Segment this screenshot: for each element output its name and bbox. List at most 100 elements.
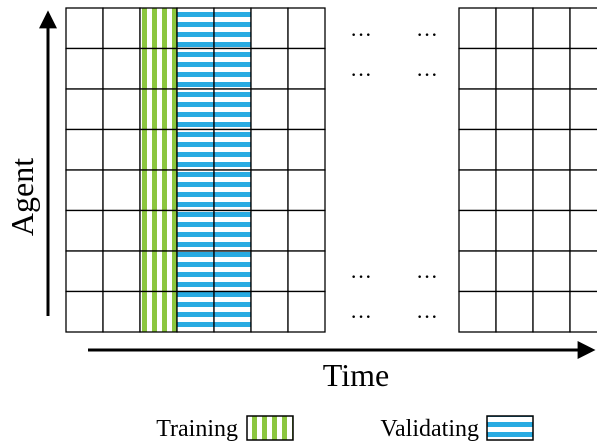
grid-cell [102,250,141,293]
grid-cell [176,250,215,293]
grid-cell [139,290,178,333]
grid-cell [250,209,289,252]
grid-cell [139,88,178,131]
legend: Training Validating [156,415,534,442]
grid-cell [495,47,534,90]
grid-cell [250,169,289,212]
grid-cell [65,88,104,131]
grid-cell [65,209,104,252]
right-grid-block [458,7,597,333]
grid-cell [569,7,597,50]
grid-cell [139,209,178,252]
grid-cell [213,7,252,50]
grid-cell [65,47,104,90]
legend-validating-label: Validating [380,416,479,442]
grid-cell [458,128,497,171]
ellipsis-mark: ··· [416,304,438,329]
ellipsis-mark: ··· [350,62,372,87]
grid-cell [102,290,141,333]
grid-cell [287,209,326,252]
grid-cell [213,290,252,333]
grid-cell [532,47,571,90]
grid-cell [250,290,289,333]
legend-training-label: Training [156,416,238,442]
grid-cell [102,88,141,131]
ellipsis-mark: ··· [350,264,372,289]
grid-cell [532,128,571,171]
grid-cell [176,209,215,252]
grid-cell [102,169,141,212]
time-axis-label: Time [323,357,389,393]
grid-cell [495,128,534,171]
grid-cell [176,88,215,131]
grid-cell [495,7,534,50]
grid-cell [65,128,104,171]
agent-axis-label: Agent [4,158,40,236]
grid-cell [569,169,597,212]
grid-cell [532,209,571,252]
grid-cell [139,128,178,171]
grid-cell [65,7,104,50]
grid-cell [65,169,104,212]
grid-cell [213,128,252,171]
grid-cell [532,169,571,212]
legend-training-swatch [246,415,294,441]
grid-cell [213,209,252,252]
grid-cell [213,88,252,131]
grid-cell [139,47,178,90]
grid-cell [102,128,141,171]
grid-cell [65,290,104,333]
grid-cell [495,88,534,131]
grid-cell [532,7,571,50]
grid-cell [213,47,252,90]
grid-cell [569,47,597,90]
grid-cell [569,88,597,131]
grid-cell [569,209,597,252]
grid-cell [569,128,597,171]
grid-cell [569,250,597,293]
grid-cell [287,169,326,212]
grid-cell [532,290,571,333]
grid-cell [139,169,178,212]
grid-cell [139,7,178,50]
grid-cell [102,209,141,252]
grid-cell [458,169,497,212]
grid-cell [65,250,104,293]
left-grid-block [65,7,326,333]
ellipsis-group: ··· ··· ··· ··· ··· ··· ··· ··· [350,22,438,329]
grid-cell [287,290,326,333]
grid-cell [458,209,497,252]
grid-cell [287,250,326,293]
grid-cell [495,290,534,333]
ellipsis-mark: ··· [416,264,438,289]
grid-cell [250,128,289,171]
grid-cell [176,47,215,90]
grid-cell [176,169,215,212]
grid-cell [176,290,215,333]
grid-cell [287,88,326,131]
grid-cell [250,88,289,131]
grid-cell [250,250,289,293]
grid-cell [176,7,215,50]
grid-cell [569,290,597,333]
grid-cell [102,7,141,50]
grid-cell [287,128,326,171]
grid-cell [495,169,534,212]
grid-cell [458,88,497,131]
ellipsis-mark: ··· [416,62,438,87]
legend-validating-swatch [486,415,534,441]
grid-cell [287,47,326,90]
grid-cell [250,7,289,50]
ellipsis-mark: ··· [350,304,372,329]
grid-cell [102,47,141,90]
grid-cell [458,250,497,293]
grid-cell [495,209,534,252]
grid-cell [213,250,252,293]
grid-cell [176,128,215,171]
grid-cell [213,169,252,212]
grid-cell [250,47,289,90]
grid-cell [532,250,571,293]
ellipsis-mark: ··· [416,22,438,47]
grid-cell [495,250,534,293]
